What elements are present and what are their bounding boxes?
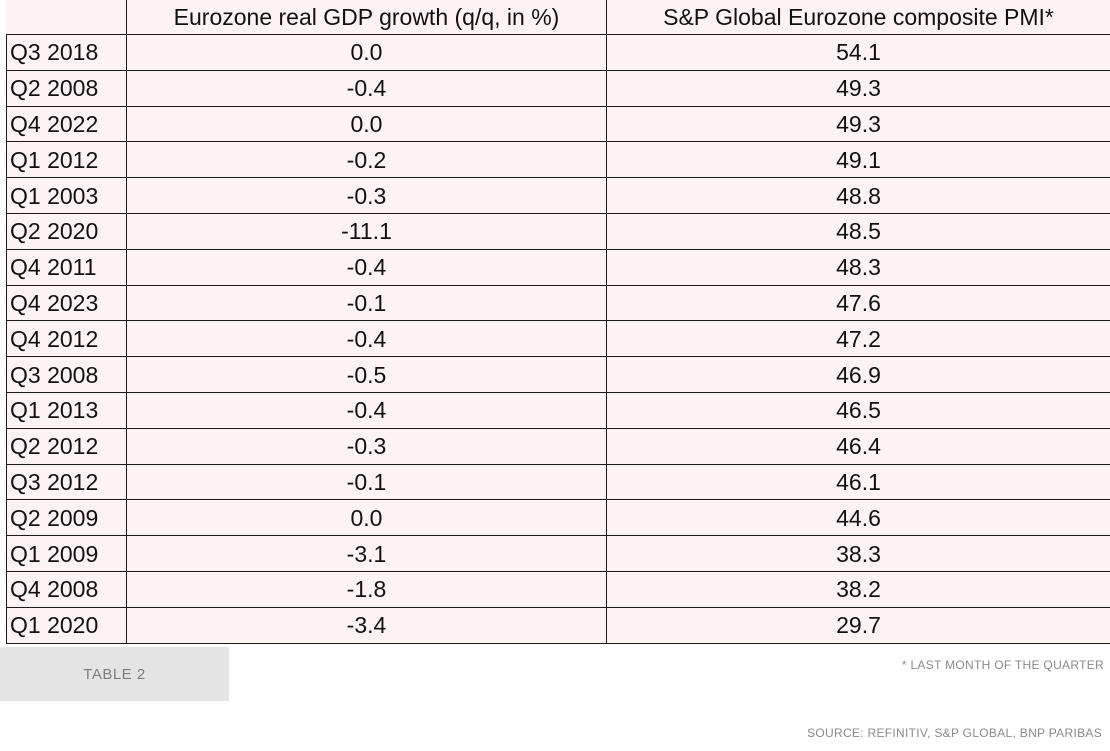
quarter-cell: Q4 2008 (6, 570, 127, 608)
table-header-row: Eurozone real GDP growth (q/q, in %) S&P… (6, 0, 1110, 35)
gdp-growth-cell: -0.4 (126, 320, 607, 358)
table-row: Q4 2023 -0.1 47.6 (6, 284, 1110, 322)
quarter-cell: Q1 2013 (6, 391, 127, 429)
gdp-growth-cell: -0.1 (126, 463, 607, 501)
pmi-cell: 46.5 (606, 391, 1110, 429)
header-corner (6, 0, 127, 35)
pmi-cell: 47.6 (606, 284, 1110, 322)
header-composite-pmi: S&P Global Eurozone composite PMI* (606, 0, 1110, 35)
table-body: Q3 2018 0.0 54.1 Q2 2008 -0.4 49.3 Q4 2022 0.0 4… (6, 34, 1110, 644)
quarter-cell: Q4 2012 (6, 320, 127, 358)
gdp-growth-cell: -0.2 (126, 141, 607, 179)
quarter-cell: Q1 2003 (6, 177, 127, 214)
gdp-growth-cell: -0.3 (126, 427, 607, 465)
quarter-cell: Q2 2012 (6, 427, 127, 465)
table-row: Q4 2008 -1.8 38.2 (6, 570, 1110, 608)
gdp-growth-cell: -1.8 (126, 570, 607, 608)
gdp-growth-cell: -3.4 (126, 606, 607, 644)
gdp-growth-cell: 0.0 (126, 499, 607, 537)
gdp-growth-cell: -0.1 (126, 284, 607, 322)
table-row: Q2 2012 -0.3 46.4 (6, 427, 1110, 465)
pmi-cell: 29.7 (606, 606, 1110, 644)
quarter-cell: Q1 2009 (6, 535, 127, 572)
table-row: Q3 2012 -0.1 46.1 (6, 463, 1110, 501)
footnote: * LAST MONTH OF THE QUARTER (901, 658, 1104, 672)
gdp-growth-cell: 0.0 (126, 34, 607, 71)
quarter-cell: Q1 2012 (6, 141, 127, 179)
quarter-cell: Q2 2009 (6, 499, 127, 537)
table-row: Q1 2009 -3.1 38.3 (6, 535, 1110, 572)
gdp-growth-cell: -11.1 (126, 212, 607, 250)
pmi-cell: 38.2 (606, 570, 1110, 608)
quarter-cell: Q2 2020 (6, 212, 127, 250)
pmi-cell: 48.5 (606, 212, 1110, 250)
table-row: Q1 2013 -0.4 46.5 (6, 391, 1110, 429)
gdp-growth-cell: -0.4 (126, 391, 607, 429)
pmi-cell: 44.6 (606, 499, 1110, 537)
quarter-cell: Q4 2011 (6, 248, 127, 286)
table-number-label: TABLE 2 (83, 665, 146, 683)
table-row: Q2 2020 -11.1 48.5 (6, 212, 1110, 250)
gdp-growth-cell: 0.0 (126, 105, 607, 143)
pmi-cell: 46.4 (606, 427, 1110, 465)
table-row: Q1 2012 -0.2 49.1 (6, 141, 1110, 179)
table-row: Q4 2022 0.0 49.3 (6, 105, 1110, 143)
quarter-cell: Q3 2008 (6, 356, 127, 393)
gdp-growth-cell: -0.5 (126, 356, 607, 393)
quarter-cell: Q3 2012 (6, 463, 127, 501)
pmi-cell: 48.8 (606, 177, 1110, 214)
data-table-container: Eurozone real GDP growth (q/q, in %) S&P… (6, 0, 1110, 644)
quarter-cell: Q4 2023 (6, 284, 127, 322)
pmi-cell: 49.3 (606, 105, 1110, 143)
table-row: Q1 2003 -0.3 48.8 (6, 177, 1110, 214)
pmi-cell: 49.3 (606, 69, 1110, 107)
table-number-tab: TABLE 2 (0, 647, 229, 701)
gdp-growth-cell: -0.4 (126, 248, 607, 286)
pmi-cell: 48.3 (606, 248, 1110, 286)
pmi-cell: 46.9 (606, 356, 1110, 393)
table-row: Q2 2009 0.0 44.6 (6, 499, 1110, 537)
pmi-cell: 49.1 (606, 141, 1110, 179)
table-row: Q3 2018 0.0 54.1 (6, 34, 1110, 71)
pmi-cell: 38.3 (606, 535, 1110, 572)
gdp-growth-cell: -0.4 (126, 69, 607, 107)
gdp-growth-cell: -0.3 (126, 177, 607, 214)
table-row: Q4 2011 -0.4 48.3 (6, 248, 1110, 286)
table-row: Q4 2012 -0.4 47.2 (6, 320, 1110, 358)
quarter-cell: Q3 2018 (6, 34, 127, 71)
table-row: Q3 2008 -0.5 46.9 (6, 356, 1110, 393)
pmi-cell: 46.1 (606, 463, 1110, 501)
quarter-cell: Q2 2008 (6, 69, 127, 107)
gdp-pmi-table: Eurozone real GDP growth (q/q, in %) S&P… (6, 0, 1110, 644)
quarter-cell: Q1 2020 (6, 606, 127, 644)
source-note: SOURCE: REFINITIV, S&P GLOBAL, BNP PARIB… (807, 726, 1102, 740)
table-row: Q2 2008 -0.4 49.3 (6, 69, 1110, 107)
pmi-cell: 54.1 (606, 34, 1110, 71)
pmi-cell: 47.2 (606, 320, 1110, 358)
header-gdp-growth: Eurozone real GDP growth (q/q, in %) (126, 0, 607, 35)
table-row: Q1 2020 -3.4 29.7 (6, 606, 1110, 644)
quarter-cell: Q4 2022 (6, 105, 127, 143)
gdp-growth-cell: -3.1 (126, 535, 607, 572)
